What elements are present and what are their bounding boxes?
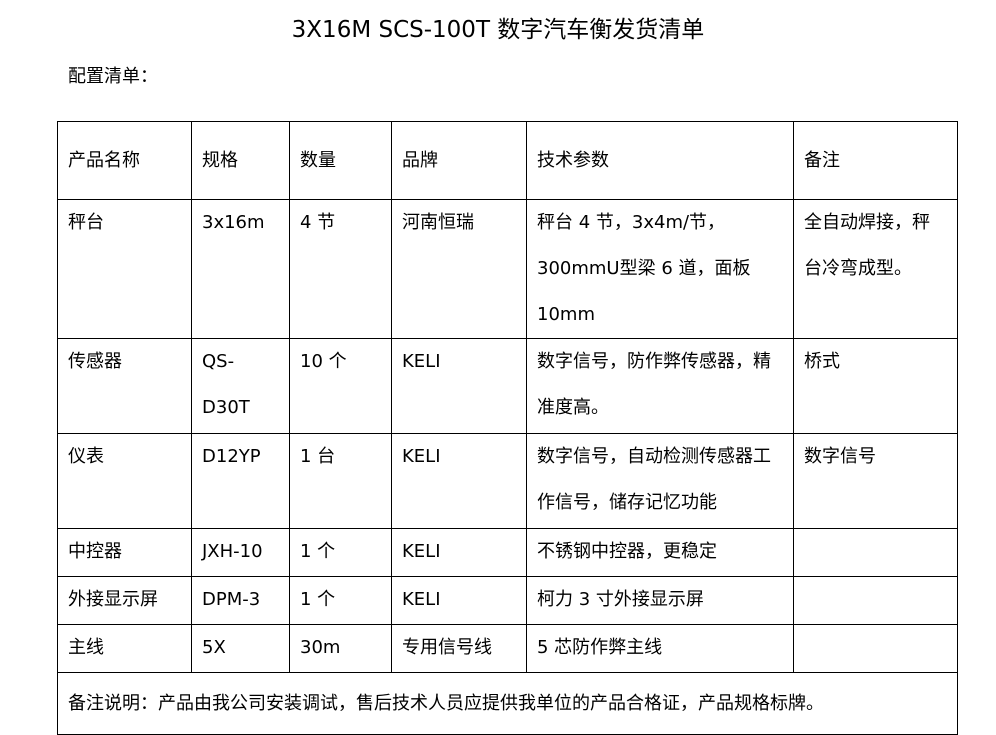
cell: 数字信号 xyxy=(793,433,958,529)
cell: 30m xyxy=(289,624,392,673)
cell xyxy=(793,576,958,625)
cell: 中控器 xyxy=(57,528,192,577)
cell: 柯力 3 寸外接显示屏 xyxy=(526,576,794,625)
cell xyxy=(793,528,958,577)
cell: QS-D30T xyxy=(191,338,290,434)
cell xyxy=(793,624,958,673)
cell: 1 个 xyxy=(289,528,392,577)
table-row: 仪表 D12YP 1 台 KELI 数字信号，自动检测传感器工作信号，储存记忆功… xyxy=(57,433,958,529)
table-row: 传感器 QS-D30T 10 个 KELI 数字信号，防作弊传感器，精准度高。 … xyxy=(57,338,958,434)
cell: JXH-10 xyxy=(191,528,290,577)
cell: 1 个 xyxy=(289,576,392,625)
cell: 10 个 xyxy=(289,338,392,434)
section-label: 配置清单： xyxy=(68,66,158,87)
header-cell: 备注 xyxy=(793,121,958,200)
cell: 仪表 xyxy=(57,433,192,529)
cell: 5X xyxy=(191,624,290,673)
header-cell: 技术参数 xyxy=(526,121,794,200)
cell: 数字信号，自动检测传感器工作信号，储存记忆功能 xyxy=(526,433,794,529)
header-cell: 产品名称 xyxy=(57,121,192,200)
cell: 桥式 xyxy=(793,338,958,434)
table-row: 中控器 JXH-10 1 个 KELI 不锈钢中控器，更稳定 xyxy=(57,528,958,577)
cell: DPM-3 xyxy=(191,576,290,625)
cell: 4 节 xyxy=(289,199,392,339)
table-row: 外接显示屏 DPM-3 1 个 KELI 柯力 3 寸外接显示屏 xyxy=(57,576,958,625)
shipping-list-table: 产品名称 规格 数量 品牌 技术参数 备注 秤台 3x16m 4 节 河南恒瑞 … xyxy=(57,121,958,735)
cell: 数字信号，防作弊传感器，精准度高。 xyxy=(526,338,794,434)
cell: D12YP xyxy=(191,433,290,529)
cell: KELI xyxy=(391,528,527,577)
table-row: 秤台 3x16m 4 节 河南恒瑞 秤台 4 节，3x4m/节，300mmU型梁… xyxy=(57,199,958,339)
table-header-row: 产品名称 规格 数量 品牌 技术参数 备注 xyxy=(57,121,958,200)
cell: 1 台 xyxy=(289,433,392,529)
cell: 秤台 4 节，3x4m/节，300mmU型梁 6 道，面板 10mm xyxy=(526,199,794,339)
cell: 秤台 xyxy=(57,199,192,339)
note-row: 备注说明：产品由我公司安装调试，售后技术人员应提供我单位的产品合格证，产品规格标… xyxy=(57,672,958,735)
header-cell: 品牌 xyxy=(391,121,527,200)
cell: 全自动焊接，秤台冷弯成型。 xyxy=(793,199,958,339)
cell: KELI xyxy=(391,433,527,529)
document-title: 3X16M SCS-100T 数字汽车衡发货清单 xyxy=(291,17,705,43)
cell: KELI xyxy=(391,338,527,434)
cell: 传感器 xyxy=(57,338,192,434)
cell: 3x16m xyxy=(191,199,290,339)
cell: 5 芯防作弊主线 xyxy=(526,624,794,673)
table-row: 主线 5X 30m 专用信号线 5 芯防作弊主线 xyxy=(57,624,958,673)
cell: 外接显示屏 xyxy=(57,576,192,625)
cell: 主线 xyxy=(57,624,192,673)
note-cell: 备注说明：产品由我公司安装调试，售后技术人员应提供我单位的产品合格证，产品规格标… xyxy=(57,672,958,735)
header-cell: 规格 xyxy=(191,121,290,200)
header-cell: 数量 xyxy=(289,121,392,200)
cell: KELI xyxy=(391,576,527,625)
cell: 专用信号线 xyxy=(391,624,527,673)
cell: 不锈钢中控器，更稳定 xyxy=(526,528,794,577)
cell: 河南恒瑞 xyxy=(391,199,527,339)
